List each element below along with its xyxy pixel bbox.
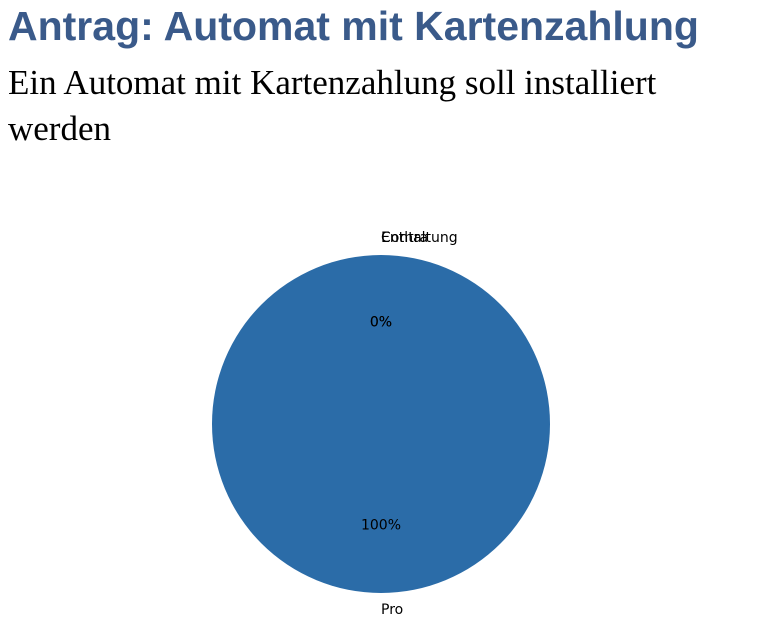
page-subtitle: Ein Automat mit Kartenzahlung soll insta… — [8, 63, 657, 148]
pie-category-label-contra: Contra — [381, 230, 428, 246]
page-title: Antrag: Automat mit Kartenzahlung — [8, 3, 699, 49]
pie-slice-pro — [212, 255, 550, 593]
pie-category-label-pro: Pro — [381, 602, 403, 618]
pie-value-label-contra: 0% — [370, 315, 392, 331]
pie-value-label-enthaltung: 0% — [370, 315, 392, 331]
pie-category-label-enthaltung: Enthaltung — [381, 230, 458, 246]
pie-slices — [212, 255, 550, 593]
pie-value-label-pro: 100% — [361, 517, 401, 533]
